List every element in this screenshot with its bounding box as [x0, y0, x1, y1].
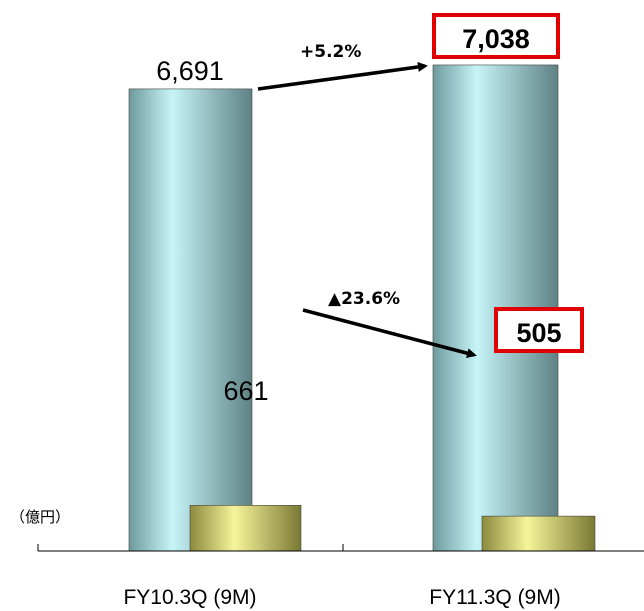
- change-arrow-segment: [302, 308, 477, 359]
- bar-s1-c1: [481, 515, 596, 552]
- bar-s1-c0: [189, 505, 302, 552]
- data-label-s1-c0: 661: [223, 376, 268, 406]
- bar-s0-c0: [128, 88, 253, 552]
- data-label-s0-c1: 7,038: [462, 24, 530, 54]
- change-arrow-total: [257, 62, 428, 91]
- data-label-s1-c1: 505: [516, 318, 561, 348]
- change-label-segment: ▲23.6%: [328, 289, 400, 309]
- x-tick-label-1: FY11.3Q (9M): [429, 586, 560, 609]
- unit-label: （億円）: [10, 508, 70, 526]
- data-label-s0-c0: 6,691: [156, 56, 224, 86]
- change-label-total: +5.2%: [300, 42, 361, 62]
- data-label-s0-c1-highlight-box: [432, 13, 560, 59]
- x-tick-label-0: FY10.3Q (9M): [123, 586, 256, 609]
- data-label-s1-c1-highlight-box: [494, 307, 584, 353]
